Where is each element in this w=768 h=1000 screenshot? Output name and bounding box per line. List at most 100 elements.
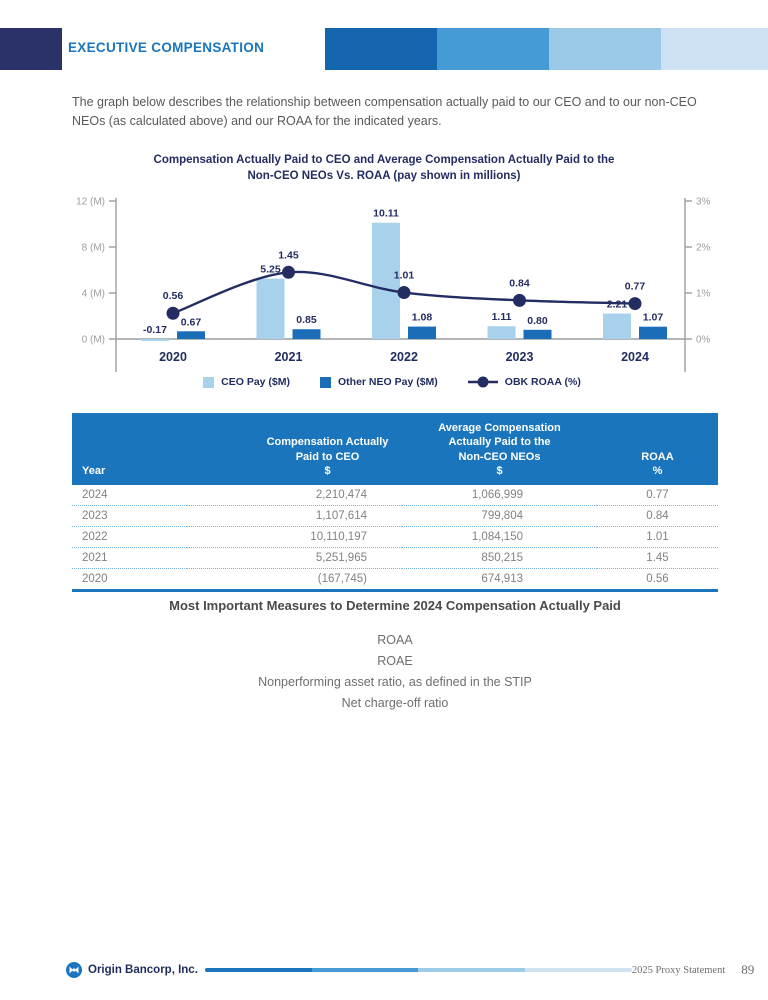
table-cell-value: (167,745) xyxy=(317,573,367,586)
right-axis-tick-label: 3% xyxy=(696,197,711,208)
table-row: 2022 10,110,197 1,084,150 1.01 xyxy=(72,526,718,549)
ceo-pay-bar xyxy=(603,313,631,339)
table-cell-value: 799,804 xyxy=(402,505,597,528)
table-header-col-1: Compensation Actually Paid to CEO $ xyxy=(187,413,402,486)
measures-section: Most Important Measures to Determine 202… xyxy=(72,598,718,714)
neo-pay-label: 0.67 xyxy=(181,316,202,328)
ceo-pay-label: -0.17 xyxy=(143,324,167,336)
table-cell-value: 1,084,150 xyxy=(402,526,597,549)
banner-segment-3 xyxy=(661,28,768,70)
neo-pay-bar xyxy=(639,326,667,339)
legend-swatch xyxy=(320,376,332,388)
page-title: EXECUTIVE COMPENSATION xyxy=(68,40,265,55)
chart-title: Compensation Actually Paid to CEO and Av… xyxy=(153,154,615,183)
table-cell-value: 5,251,965 xyxy=(187,547,402,570)
roaa-point xyxy=(513,293,526,307)
legend-item-1: Other NEO Pay ($M) xyxy=(320,376,438,388)
neo-pay-bar xyxy=(523,329,552,339)
roaa-value-label: 1.01 xyxy=(394,270,415,282)
table-cell-value: 1,107,614 xyxy=(187,505,402,528)
roaa-point xyxy=(628,297,642,311)
measures-list: ROAA ROAE Nonperforming asset ratio, as de… xyxy=(72,630,718,714)
measures-heading: Most Important Measures to Determine 202… xyxy=(169,598,621,613)
footer: Origin Bancorp, Inc. 2025 Proxy Statemen… xyxy=(66,960,754,980)
footer-gradient-bar xyxy=(204,967,632,973)
ceo-pay-label: 1.11 xyxy=(492,311,512,323)
footer-page-number: 89 xyxy=(741,962,755,977)
left-axis-tick-label: 8 (M) xyxy=(82,243,105,254)
ceo-pay-bar xyxy=(372,222,400,339)
right-axis-tick-label: 2% xyxy=(696,243,711,254)
header-navy-block xyxy=(0,28,62,70)
banner-segment-0 xyxy=(325,28,437,70)
table-cell-value: 0.77 xyxy=(597,485,718,507)
left-axis-tick-label: 0 (M) xyxy=(82,335,105,346)
chart-canvas: 0 (M) 4 (M) 8 (M) 12 (M) 0% 1% 2% 3% -0.17 0.67 20… xyxy=(76,197,711,372)
banner-segment-1 xyxy=(437,28,549,70)
roaa-value-label: 0.77 xyxy=(625,281,646,293)
footer-bar-segment-0 xyxy=(204,967,312,973)
footer-company-name: Origin Bancorp, Inc. xyxy=(88,964,198,976)
roaa-point xyxy=(166,306,180,320)
measure-item: Net charge-off ratio xyxy=(341,696,449,710)
legend-item-0: CEO Pay ($M) xyxy=(203,376,290,388)
table-header-col-2: Average Compensation Actually Paid to th… xyxy=(402,413,597,486)
year-label: 2020 xyxy=(159,350,187,364)
ceo-pay-label: 5.25 xyxy=(260,264,281,276)
table-row: 2024 2,210,474 1,066,999 0.77 xyxy=(72,485,718,507)
footer-bar-segment-3 xyxy=(525,967,632,973)
left-axis-tick-label: 12 (M) xyxy=(76,197,105,208)
measure-item: ROAE xyxy=(377,654,413,668)
legend-label: Other NEO Pay ($M) xyxy=(338,376,438,388)
intro-paragraph: The graph below describes the relationsh… xyxy=(72,95,697,129)
table-cell-value: 1.45 xyxy=(597,547,718,570)
table-cell-value: 1,066,999 xyxy=(402,485,597,507)
table-cell-value: 1.01 xyxy=(597,526,718,549)
neo-pay-bar xyxy=(408,326,436,339)
footer-doc-title: 2025 Proxy Statement xyxy=(631,964,726,976)
neo-pay-bar xyxy=(292,329,321,339)
roaa-value-label: 0.56 xyxy=(163,290,184,302)
table-row: 2023 1,107,614 799,804 0.84 xyxy=(72,505,718,528)
header-band: EXECUTIVE COMPENSATION xyxy=(0,28,768,70)
legend-line-icon xyxy=(467,376,498,388)
pay-vs-roaa-chart: 0 (M) 4 (M) 8 (M) 12 (M) 0% 1% 2% 3% -0.17 0.67 20… xyxy=(56,192,736,374)
table-row: 2020 (167,745) 674,913 0.56 xyxy=(72,569,718,591)
ceo-pay-bar xyxy=(256,278,285,339)
banner-segment-2 xyxy=(549,28,661,70)
table-cell-value: 2,210,474 xyxy=(187,485,402,507)
year-label: 2022 xyxy=(390,350,418,364)
right-axis-tick-label: 1% xyxy=(696,289,711,300)
neo-pay-label: 0.80 xyxy=(527,315,548,327)
right-axis-tick-label: 0% xyxy=(696,335,711,346)
origin-bancorp-logo-icon xyxy=(66,962,82,978)
neo-pay-label: 1.07 xyxy=(643,312,664,324)
compensation-table: Year Compensation Actually Paid to CEO $ A… xyxy=(72,413,718,593)
table-row: 2021 5,251,965 850,215 1.45 xyxy=(72,547,718,570)
legend-item-2: OBK ROAA (%) xyxy=(467,376,581,388)
chart-legend: CEO Pay ($M) Other NEO Pay ($M) OBK ROAA (… xyxy=(72,376,712,388)
roaa-point xyxy=(282,265,295,279)
table-cell-value: 10,110,197 xyxy=(187,526,402,549)
roaa-point xyxy=(397,286,411,300)
year-label: 2024 xyxy=(621,350,649,364)
table-cell-value: 850,215 xyxy=(402,547,597,570)
header-color-banner xyxy=(325,28,768,70)
table-header-col-0: Year xyxy=(72,413,187,486)
table-header-col-3: ROAA % xyxy=(597,413,718,486)
neo-pay-bar xyxy=(177,331,205,339)
table-cell-value: 674,913 xyxy=(481,573,523,586)
legend-label: OBK ROAA (%) xyxy=(504,376,581,388)
compensation-table-header: Year Compensation Actually Paid to CEO $ A… xyxy=(72,413,718,486)
roaa-value-label: 0.84 xyxy=(509,277,530,289)
ceo-pay-label: 2.21 xyxy=(607,299,628,311)
table-cell-year: 2021 xyxy=(72,547,187,570)
table-cell-value: 0.56 xyxy=(646,573,669,586)
year-label: 2021 xyxy=(275,350,303,364)
table-cell-year: 2022 xyxy=(72,526,187,549)
table-cell-year: 2020 xyxy=(82,573,108,586)
table-cell-value: 0.84 xyxy=(597,505,718,528)
legend-swatch xyxy=(203,376,215,388)
legend-label: CEO Pay ($M) xyxy=(221,376,291,388)
ceo-pay-bar xyxy=(141,339,169,341)
